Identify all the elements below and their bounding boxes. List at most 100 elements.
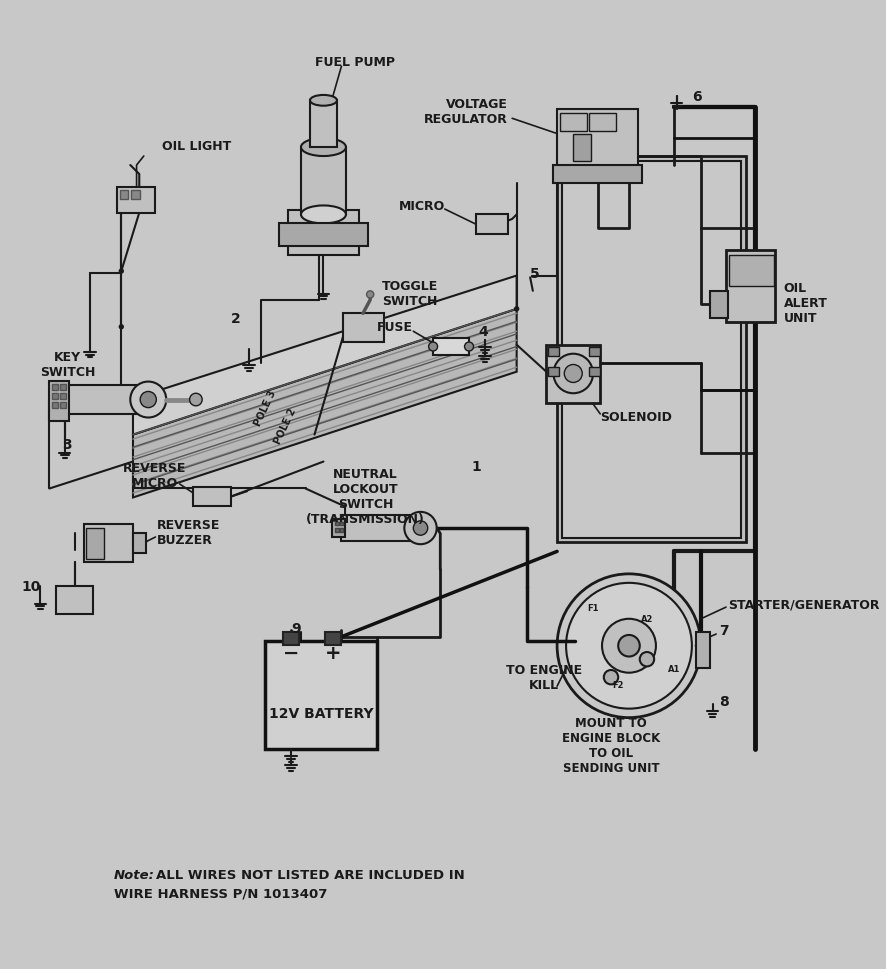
- Bar: [332, 519, 345, 538]
- Text: KEY
SWITCH: KEY SWITCH: [40, 351, 95, 379]
- Text: 1: 1: [470, 459, 480, 474]
- Ellipse shape: [300, 206, 346, 224]
- Circle shape: [140, 392, 156, 408]
- Text: 12V BATTERY: 12V BATTERY: [269, 706, 374, 720]
- Text: POLE 2: POLE 2: [273, 407, 298, 446]
- Bar: [548, 347, 558, 357]
- Bar: [60, 385, 66, 391]
- Bar: [572, 135, 591, 162]
- Circle shape: [190, 393, 202, 406]
- Bar: [589, 347, 600, 357]
- Text: 4: 4: [478, 325, 487, 339]
- Text: 7: 7: [718, 624, 727, 638]
- Circle shape: [639, 652, 653, 667]
- Bar: [133, 534, 146, 553]
- Bar: [265, 641, 377, 749]
- Text: REVERSE
BUZZER: REVERSE BUZZER: [157, 518, 221, 547]
- Ellipse shape: [309, 96, 337, 107]
- Bar: [335, 522, 338, 526]
- Bar: [709, 292, 727, 319]
- Text: POLE 3: POLE 3: [253, 389, 277, 427]
- Circle shape: [428, 343, 437, 352]
- Text: 2: 2: [230, 311, 240, 326]
- Circle shape: [413, 521, 427, 536]
- Bar: [325, 633, 341, 645]
- Text: VOLTAGE
REGULATOR: VOLTAGE REGULATOR: [424, 98, 507, 126]
- Bar: [52, 403, 58, 408]
- Bar: [120, 191, 128, 200]
- Text: F1: F1: [587, 603, 598, 612]
- Text: MOUNT TO
ENGINE BLOCK
TO OIL
SENDING UNIT: MOUNT TO ENGINE BLOCK TO OIL SENDING UNI…: [561, 716, 659, 774]
- Bar: [278, 224, 368, 247]
- Circle shape: [130, 382, 166, 418]
- Polygon shape: [133, 276, 516, 435]
- Circle shape: [119, 269, 124, 274]
- Bar: [52, 393, 58, 399]
- Polygon shape: [133, 309, 516, 498]
- Bar: [341, 516, 420, 541]
- Text: FUSE: FUSE: [377, 321, 413, 334]
- Circle shape: [565, 583, 691, 709]
- Circle shape: [603, 671, 618, 685]
- Ellipse shape: [300, 139, 346, 157]
- Text: 5: 5: [530, 266, 540, 281]
- Bar: [589, 368, 600, 377]
- Text: 10: 10: [21, 578, 41, 593]
- Bar: [728, 256, 773, 287]
- Text: TO ENGINE
KILL: TO ENGINE KILL: [505, 664, 581, 692]
- Bar: [335, 528, 338, 532]
- Bar: [552, 166, 641, 184]
- Bar: [63, 386, 148, 415]
- Text: 8: 8: [718, 694, 727, 707]
- Bar: [131, 191, 140, 200]
- Bar: [339, 522, 343, 526]
- Bar: [50, 381, 69, 422]
- Circle shape: [556, 575, 700, 718]
- Text: MICRO: MICRO: [398, 200, 444, 213]
- Bar: [559, 113, 586, 132]
- Circle shape: [119, 325, 124, 330]
- Circle shape: [553, 355, 593, 393]
- Bar: [476, 215, 507, 234]
- Circle shape: [366, 292, 373, 298]
- Bar: [556, 110, 637, 169]
- Text: OIL
ALERT
UNIT: OIL ALERT UNIT: [782, 282, 827, 325]
- Text: ALL WIRES NOT LISTED ARE INCLUDED IN: ALL WIRES NOT LISTED ARE INCLUDED IN: [156, 868, 464, 882]
- Bar: [561, 162, 741, 539]
- Text: Note:: Note:: [114, 868, 155, 882]
- Bar: [546, 345, 600, 404]
- Bar: [343, 314, 384, 343]
- Text: OIL LIGHT: OIL LIGHT: [161, 140, 230, 152]
- Bar: [726, 251, 774, 323]
- Bar: [60, 393, 66, 399]
- Text: +: +: [325, 642, 341, 662]
- Text: NEUTRAL
LOCKOUT
SWITCH
(TRANSMISSION): NEUTRAL LOCKOUT SWITCH (TRANSMISSION): [306, 467, 424, 525]
- Text: A1: A1: [667, 664, 680, 673]
- Bar: [339, 528, 343, 532]
- Text: WIRE HARNESS P/N 1013407: WIRE HARNESS P/N 1013407: [114, 887, 327, 899]
- Bar: [56, 586, 93, 614]
- Text: F2: F2: [611, 680, 623, 689]
- Text: SOLENOID: SOLENOID: [600, 411, 672, 423]
- Bar: [283, 633, 299, 645]
- Text: A2: A2: [640, 614, 652, 624]
- Text: 3: 3: [62, 437, 72, 452]
- Bar: [117, 188, 154, 213]
- Bar: [548, 368, 558, 377]
- Circle shape: [404, 513, 436, 545]
- Bar: [86, 528, 105, 559]
- Text: 6: 6: [691, 90, 701, 104]
- Bar: [432, 339, 469, 356]
- Bar: [300, 148, 346, 215]
- Text: −: −: [283, 642, 299, 662]
- Circle shape: [513, 307, 519, 312]
- Text: TOGGLE
SWITCH: TOGGLE SWITCH: [382, 279, 438, 307]
- Bar: [556, 157, 745, 543]
- Circle shape: [563, 365, 581, 383]
- Bar: [287, 210, 359, 256]
- Bar: [83, 525, 133, 563]
- Bar: [60, 403, 66, 408]
- Bar: [193, 487, 230, 507]
- Circle shape: [602, 619, 655, 673]
- Text: 9: 9: [291, 621, 300, 635]
